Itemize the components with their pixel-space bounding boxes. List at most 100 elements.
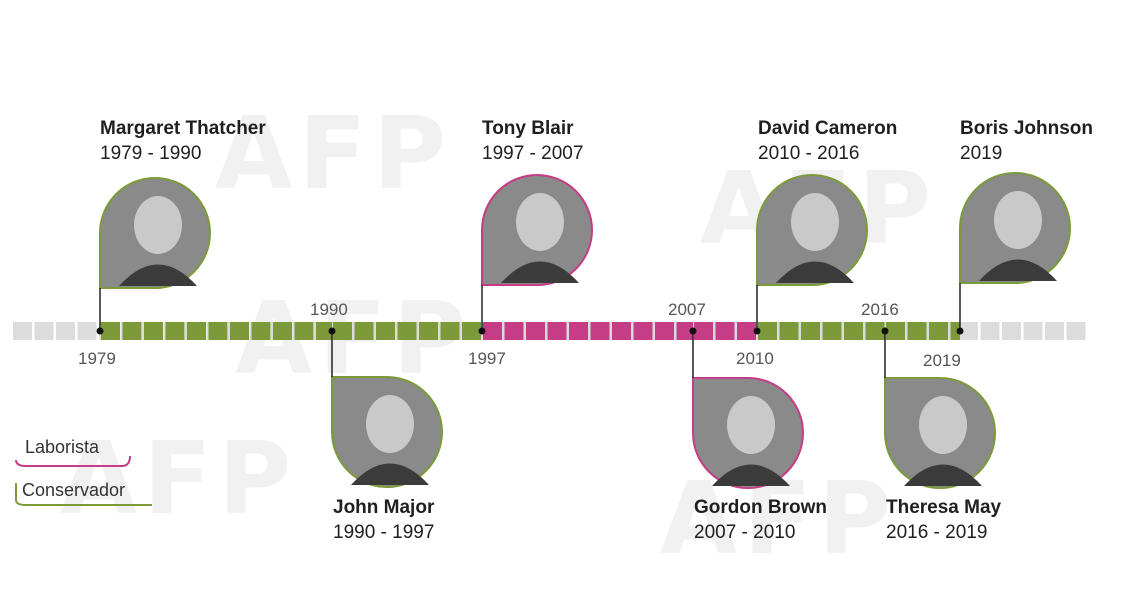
track-segment [1066,322,1086,340]
pm-name-cameron: David Cameron [758,118,898,139]
track-segment [34,322,54,340]
term-segment-laborista [655,322,674,340]
track-segment [56,322,75,340]
pm-name-johnson: Boris Johnson [960,118,1094,139]
tick-label-2010: 2010 [736,349,774,368]
term-segment-laborista [612,322,631,340]
portrait-head [516,193,564,251]
track-segment [1023,322,1043,340]
term-segment-conservador [144,322,163,340]
legend-conservador-line [15,483,152,506]
term-segment-conservador [950,322,960,340]
pm-years-may: 2016 - 2019 [886,522,988,543]
timeline-marker-dot [96,327,104,335]
portrait-shoulders [119,264,197,286]
term-segment-laborista [483,322,502,340]
pm-name-brown: Gordon Brown [694,497,827,518]
term-segment-laborista [504,322,524,340]
legend-label-conservador: Conservador [22,480,126,500]
term-segment-conservador [208,322,228,340]
track-segment [13,322,32,340]
term-segment-conservador [187,322,206,340]
track-segment [959,322,978,340]
term-segment-conservador [230,322,249,340]
timeline-marker-dot [478,327,486,335]
timeline-marker-dot [753,327,761,335]
tick-label-1990: 1990 [310,300,348,319]
afp-watermark: AFP [215,95,452,212]
portrait-shoulders [712,464,790,486]
portrait-head [791,193,839,251]
term-segment-conservador [779,322,799,340]
term-segment-conservador [101,322,120,340]
term-segment-conservador [397,322,417,340]
term-segment-laborista [526,322,545,340]
term-segment-conservador [929,322,948,340]
track-segment [980,322,1000,340]
term-segment-conservador [822,322,842,340]
tick-label-1997: 1997 [468,349,506,368]
term-segment-conservador [333,322,352,340]
term-segment-conservador [316,322,332,340]
term-segment-conservador [354,322,374,340]
portrait-shoulders [501,261,579,283]
term-segment-conservador [907,322,927,340]
term-segment-laborista [694,322,713,340]
pm-years-brown: 2007 - 2010 [694,522,796,543]
term-segment-conservador [294,322,314,340]
pm-name-major: John Major [333,497,435,518]
pm-years-cameron: 2010 - 2016 [758,143,860,164]
tick-label-2007: 2007 [668,300,706,319]
timeline-marker-dot [328,327,336,335]
track-segment [1045,322,1064,340]
portrait-head [366,395,414,453]
pm-name-thatcher: Margaret Thatcher [100,118,266,139]
term-segment-conservador [273,322,292,340]
tick-label-2019: 2019 [923,351,961,370]
term-segment-conservador [844,322,863,340]
pm-name-blair: Tony Blair [482,118,574,139]
portrait-shoulders [979,259,1057,281]
tick-label-2016: 2016 [861,300,899,319]
portrait-head [994,191,1042,249]
term-segment-conservador [251,322,271,340]
timeline-marker-dot [956,327,964,335]
legend-label-laborista: Laborista [25,437,100,457]
track-segment [1002,322,1021,340]
pm-name-may: Theresa May [886,497,1002,518]
term-segment-laborista [715,322,735,340]
timeline-marker-dot [881,327,889,335]
term-segment-laborista [737,322,756,340]
term-segment-laborista [547,322,567,340]
pm-years-major: 1990 - 1997 [333,522,435,543]
pm-years-blair: 1997 - 2007 [482,143,584,164]
portrait-head [134,196,182,254]
portrait-head [727,396,775,454]
term-segment-conservador [122,322,142,340]
track-segment [77,322,97,340]
term-segment-conservador [165,322,185,340]
timeline-marker-dot [689,327,697,335]
term-segment-conservador [886,322,905,340]
term-segment-laborista [569,322,588,340]
afp-watermark: AFP [60,420,297,537]
portrait-shoulders [904,464,982,486]
tick-label-1979: 1979 [78,349,116,368]
term-segment-conservador [758,322,777,340]
term-segment-conservador [440,322,460,340]
term-segment-conservador [462,322,481,340]
term-segment-conservador [376,322,395,340]
term-segment-laborista [676,322,693,340]
term-segment-conservador [801,322,820,340]
pm-years-johnson: 2019 [960,143,1003,164]
portrait-shoulders [351,463,429,485]
portrait-head [919,396,967,454]
term-segment-conservador [865,322,885,340]
term-segment-laborista [633,322,653,340]
term-segment-conservador [419,322,438,340]
legend-laborista-line [15,455,131,467]
pm-years-thatcher: 1979 - 1990 [100,143,202,164]
term-segment-laborista [590,322,610,340]
